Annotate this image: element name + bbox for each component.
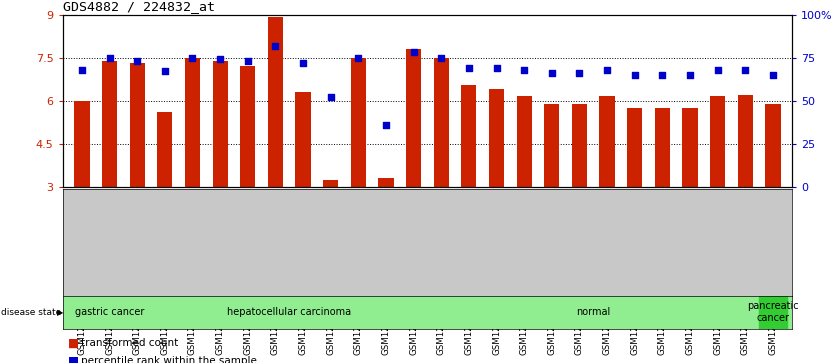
Bar [351, 58, 366, 187]
Bar [572, 103, 587, 187]
Point [186, 55, 199, 61]
Text: percentile rank within the sample: percentile rank within the sample [81, 356, 257, 363]
Bar [379, 178, 394, 187]
Point [739, 67, 752, 73]
Bar [627, 108, 642, 187]
Bar [151, 296, 427, 329]
Point [352, 55, 365, 61]
Point [214, 57, 227, 62]
Bar [545, 103, 560, 187]
Bar [323, 180, 339, 187]
Bar [295, 92, 310, 187]
Text: ■: ■ [68, 337, 79, 350]
Bar [240, 66, 255, 187]
Point [518, 67, 531, 73]
Point [103, 55, 116, 61]
Text: gastric cancer: gastric cancer [75, 307, 144, 317]
Point [711, 67, 725, 73]
Bar [710, 97, 726, 187]
Bar [185, 58, 200, 187]
Point [766, 72, 780, 78]
Bar [102, 61, 117, 187]
Point [130, 58, 143, 64]
Point [296, 60, 309, 66]
Point [545, 70, 559, 76]
Bar [516, 97, 532, 187]
Bar [158, 112, 173, 187]
Bar [461, 85, 476, 187]
Point [379, 122, 393, 128]
Bar [129, 64, 145, 187]
Bar [427, 296, 759, 329]
Bar [655, 108, 670, 187]
Point [269, 43, 282, 49]
Point [573, 70, 586, 76]
Point [628, 72, 641, 78]
Point [324, 94, 337, 100]
Text: pancreatic
cancer: pancreatic cancer [747, 301, 799, 323]
Point [462, 65, 475, 71]
Point [158, 69, 172, 74]
Point [75, 67, 88, 73]
Bar [759, 296, 786, 329]
Point [683, 72, 696, 78]
Bar [213, 61, 228, 187]
Bar [489, 89, 504, 187]
Point [656, 72, 669, 78]
Bar [738, 95, 753, 187]
Point [490, 65, 503, 71]
Point [241, 58, 254, 64]
Text: GDS4882 / 224832_at: GDS4882 / 224832_at [63, 0, 214, 13]
Text: hepatocellular carcinoma: hepatocellular carcinoma [227, 307, 351, 317]
Text: disease state: disease state [1, 308, 61, 317]
Text: ■: ■ [68, 355, 79, 363]
Text: ▶: ▶ [57, 308, 63, 317]
Bar [600, 97, 615, 187]
Bar [406, 49, 421, 187]
Bar [68, 296, 151, 329]
Bar [434, 58, 449, 187]
Text: transformed count: transformed count [81, 338, 178, 348]
Bar [766, 103, 781, 187]
Point [407, 50, 420, 56]
Bar [268, 17, 283, 187]
Bar [74, 101, 89, 187]
Point [435, 55, 448, 61]
Point [600, 67, 614, 73]
Bar [682, 108, 697, 187]
Text: normal: normal [576, 307, 610, 317]
